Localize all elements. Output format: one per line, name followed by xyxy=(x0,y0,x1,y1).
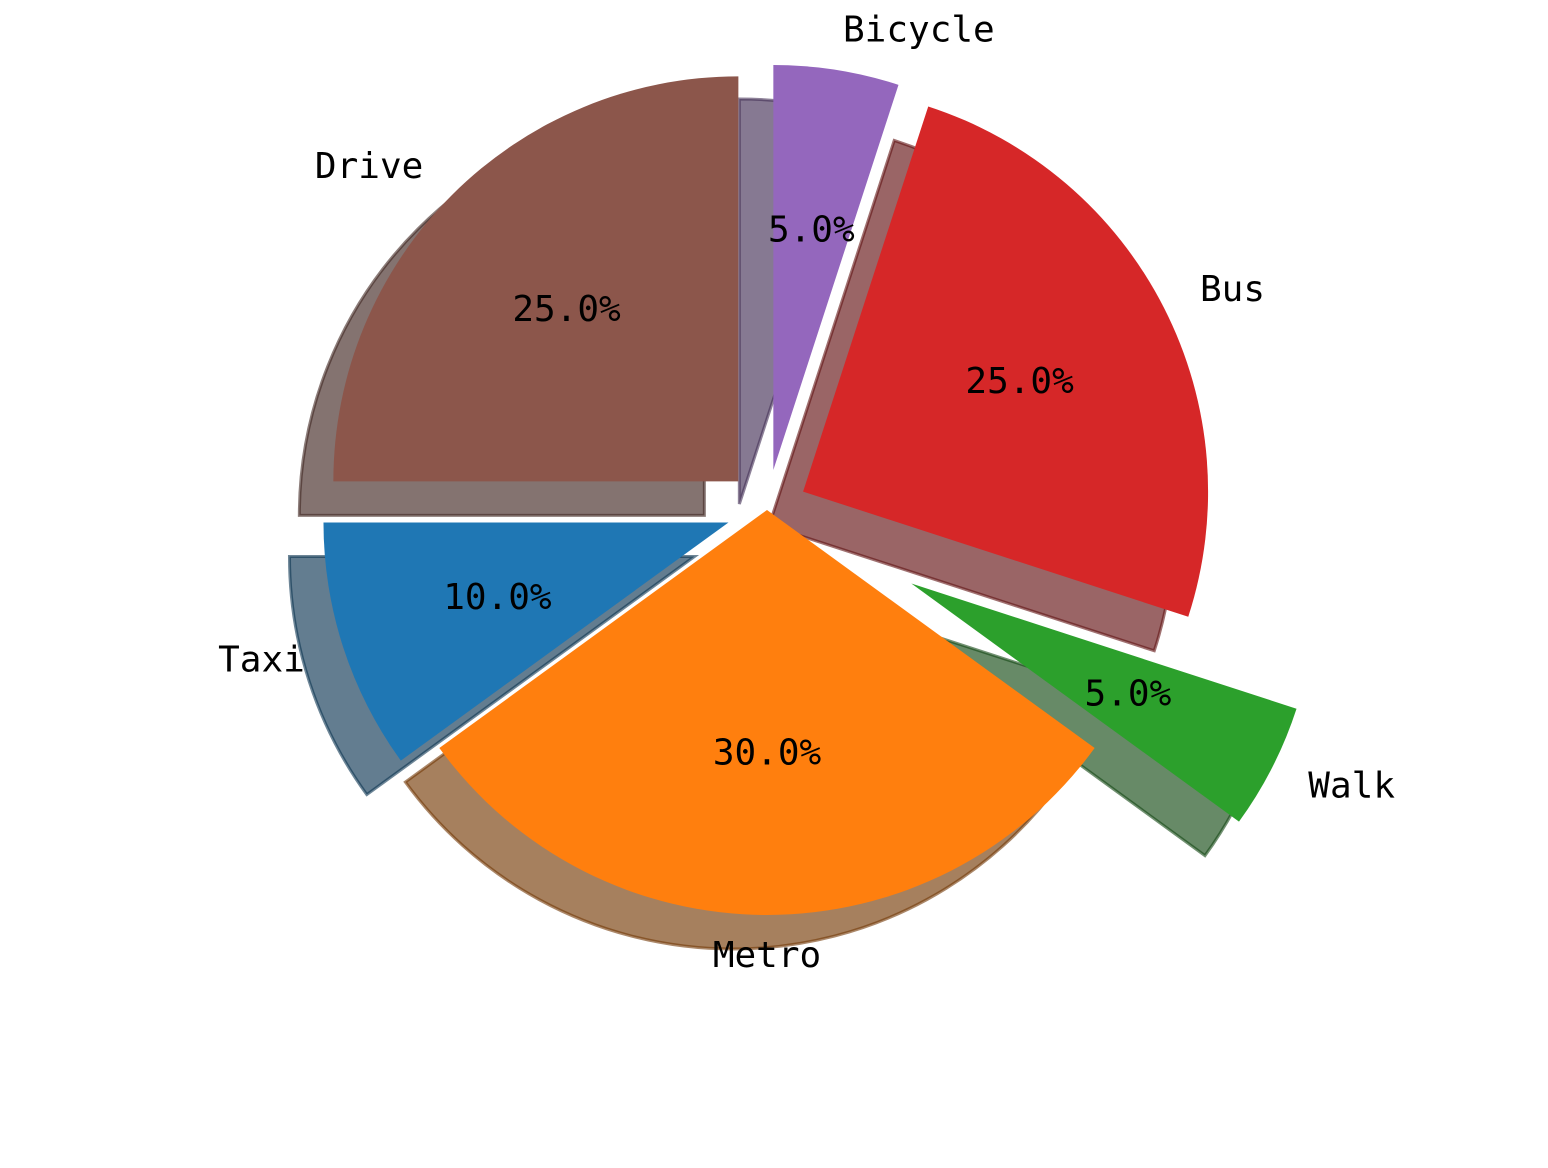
slice-drive xyxy=(333,76,739,482)
slice-label-metro: Metro xyxy=(713,935,821,976)
slice-walk xyxy=(911,583,1297,822)
slice-pct-walk: 5.0% xyxy=(1085,673,1172,714)
slice-pct-bicycle: 5.0% xyxy=(768,210,855,251)
slice-pct-drive: 25.0% xyxy=(512,289,621,330)
slice-metro xyxy=(439,510,1095,915)
slice-label-drive: Drive xyxy=(315,146,423,187)
slice-bicycle xyxy=(773,65,899,470)
slice-label-taxi: Taxi xyxy=(218,640,305,681)
slice-pct-taxi: 10.0% xyxy=(443,577,552,618)
slice-label-bicycle: Bicycle xyxy=(843,10,995,51)
slice-label-walk: Walk xyxy=(1308,765,1395,806)
slice-taxi xyxy=(323,522,729,761)
slice-wedges xyxy=(323,65,1297,915)
slice-pct-bus: 25.0% xyxy=(965,361,1074,402)
slice-label-bus: Bus xyxy=(1200,269,1265,310)
slice-pct-metro: 30.0% xyxy=(713,733,822,774)
slice-bus xyxy=(803,106,1209,617)
slice-labels: Drive 25.0% Taxi 10.0% Metro 30.0% Walk 5.0% Bus… xyxy=(218,10,1395,977)
